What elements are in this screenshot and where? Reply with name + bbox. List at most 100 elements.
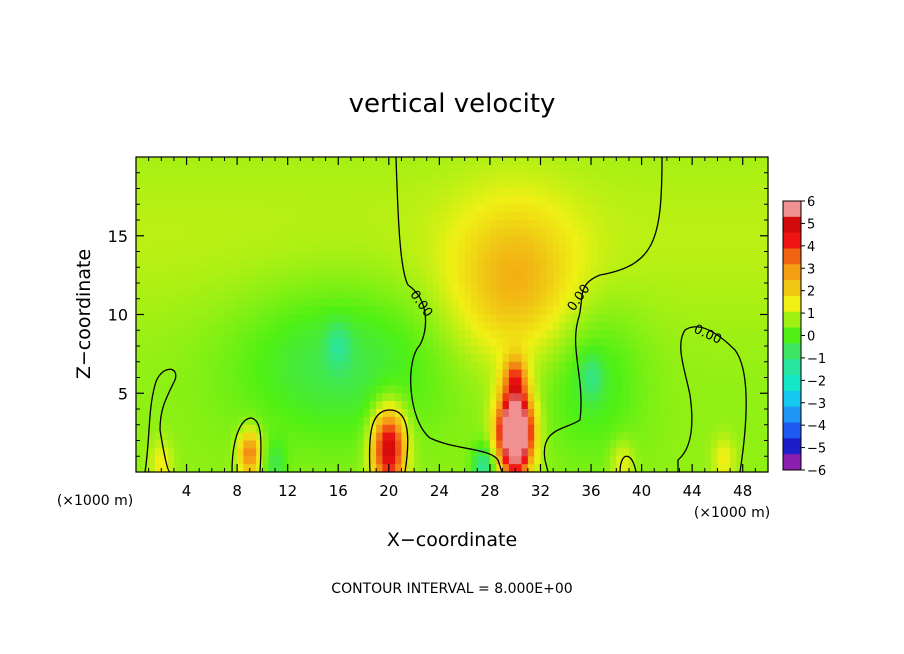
heat-cell	[148, 227, 156, 237]
heat-cell	[546, 172, 554, 182]
heat-cell	[439, 259, 447, 268]
heat-cell	[641, 440, 649, 449]
heat-cell	[300, 172, 308, 182]
heat-cell	[407, 401, 415, 410]
heat-cell	[445, 227, 453, 237]
heat-cell	[205, 283, 213, 292]
heat-cell	[591, 172, 598, 182]
heat-cell	[350, 306, 358, 316]
heat-cell	[527, 432, 535, 442]
heat-cell	[407, 306, 415, 316]
heat-cell	[294, 393, 301, 402]
heat-cell	[167, 180, 175, 190]
heat-cell	[319, 314, 327, 323]
heat-cell	[407, 172, 415, 182]
heat-cell	[224, 416, 232, 426]
heat-cell	[211, 456, 219, 465]
heat-cell	[224, 448, 232, 457]
heat-cell	[470, 188, 478, 197]
heat-cell	[660, 172, 668, 182]
heat-cell	[578, 243, 586, 253]
heat-cell	[363, 188, 371, 197]
heat-cell	[154, 235, 162, 245]
heat-cell	[515, 259, 523, 268]
heat-cell	[268, 306, 276, 316]
heat-cell	[268, 361, 276, 371]
heat-cell	[426, 361, 434, 371]
heat-cell	[502, 172, 510, 182]
heat-cell	[704, 157, 712, 166]
heat-cell	[628, 204, 636, 213]
heat-cell	[218, 330, 226, 339]
heat-cell	[148, 306, 156, 316]
heat-cell	[382, 188, 390, 197]
heat-cell	[357, 456, 365, 465]
heat-cell	[464, 306, 472, 316]
heat-cell	[628, 385, 636, 394]
heat-cell	[635, 306, 643, 316]
heat-cell	[546, 204, 554, 213]
heat-cell	[331, 464, 339, 473]
heat-cell	[249, 346, 257, 355]
heat-cell	[275, 227, 282, 237]
heat-cell	[521, 393, 529, 402]
heat-cell	[338, 338, 346, 347]
heat-cell	[173, 401, 181, 410]
heat-cell	[382, 322, 390, 331]
heat-cell	[742, 330, 750, 339]
heat-cell	[647, 448, 655, 457]
heat-cell	[136, 267, 143, 276]
heat-cell	[616, 157, 624, 166]
heat-cell	[439, 283, 447, 292]
heat-cell	[249, 361, 257, 371]
heat-cell	[148, 409, 156, 418]
heat-cell	[692, 251, 700, 260]
heat-cell	[458, 432, 466, 442]
heat-cell	[439, 464, 447, 473]
heat-cell	[136, 172, 143, 182]
heat-cell	[319, 172, 327, 182]
heat-cell	[736, 448, 744, 457]
heat-cell	[654, 353, 662, 363]
heat-cell	[294, 432, 301, 442]
heat-cell	[464, 369, 472, 379]
heat-cell	[294, 259, 301, 268]
heat-cell	[641, 275, 649, 284]
heat-cell	[553, 306, 561, 316]
heat-cell	[553, 416, 561, 426]
heat-cell	[325, 306, 333, 316]
heat-cell	[565, 306, 573, 316]
heat-cell	[268, 416, 276, 426]
heat-cell	[572, 306, 579, 316]
heat-cell	[673, 369, 681, 379]
heat-cell	[635, 235, 643, 245]
heat-cell	[357, 220, 365, 229]
heat-cell	[331, 377, 339, 386]
heat-cell	[420, 188, 428, 197]
heat-cell	[685, 188, 693, 197]
heat-cell	[268, 227, 276, 237]
heat-cell	[218, 157, 226, 166]
heat-cell	[755, 401, 763, 410]
heat-cell	[597, 164, 605, 174]
heat-cell	[439, 424, 447, 434]
heat-cell	[414, 180, 421, 190]
heat-cell	[382, 298, 390, 308]
heat-cell	[559, 283, 567, 292]
heat-cell	[192, 212, 200, 221]
heat-cell	[546, 196, 554, 205]
heat-cell	[445, 464, 453, 473]
heat-cell	[578, 393, 586, 402]
heat-cell	[685, 220, 693, 229]
heat-cell	[635, 377, 643, 386]
heat-cell	[496, 306, 504, 316]
heat-cell	[414, 330, 421, 339]
heat-cell	[445, 401, 453, 410]
heat-cell	[464, 424, 472, 434]
heat-cell	[635, 432, 643, 442]
heat-cell	[148, 298, 156, 308]
heat-cell	[306, 227, 314, 237]
heat-cell	[173, 464, 181, 473]
heat-cell	[205, 172, 213, 182]
heat-cell	[294, 346, 301, 355]
